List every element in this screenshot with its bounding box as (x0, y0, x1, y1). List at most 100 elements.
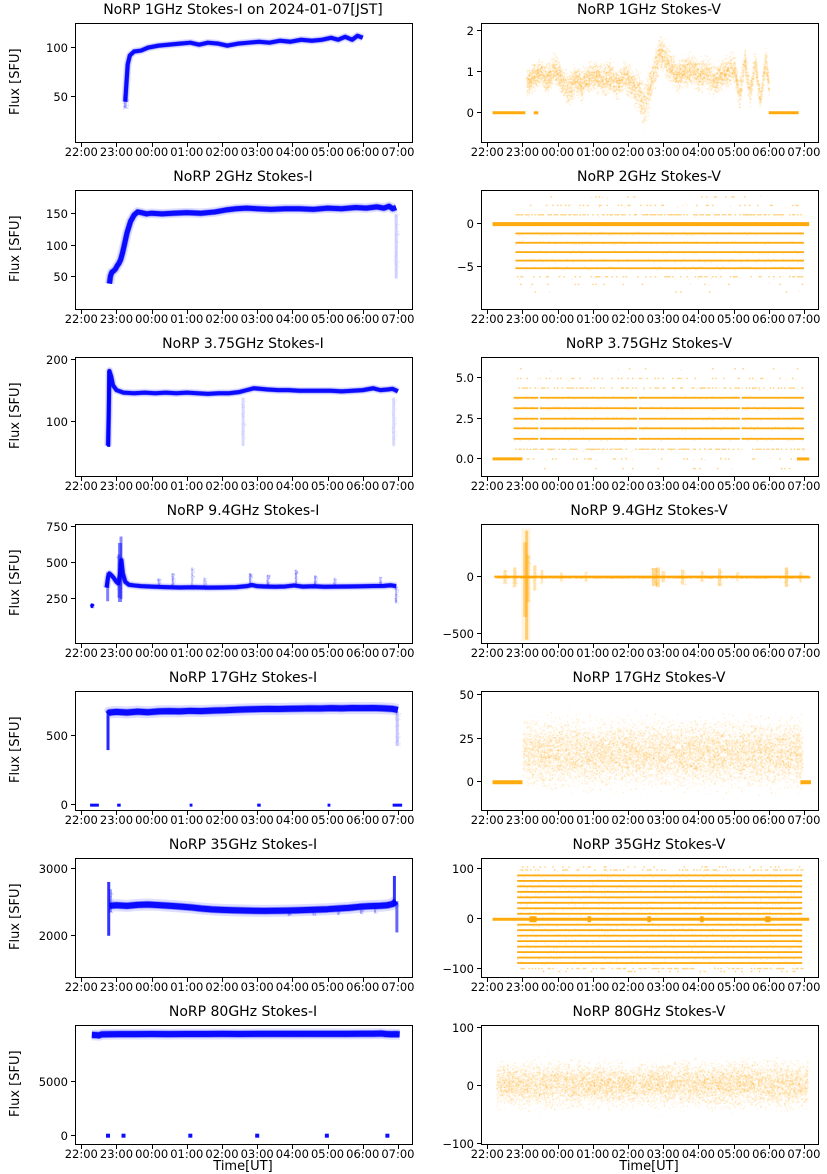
x-tick-label: 01:00 (576, 646, 610, 660)
x-tick-mark (327, 978, 329, 982)
x-tick-mark (557, 477, 559, 481)
chart-title: NoRP 17GHz Stokes-V (572, 670, 726, 686)
x-tick-mark (397, 978, 399, 982)
x-tick-mark (768, 310, 770, 314)
x-tick-mark (628, 143, 629, 147)
x-tick-mark (327, 477, 329, 481)
x-tick-label: 22:00 (64, 646, 98, 660)
x-tick-label: 07:00 (787, 813, 821, 827)
x-tick-mark (186, 978, 188, 982)
x-tick-label: 04:00 (681, 145, 715, 159)
chart-title: NoRP 9.4GHz Stokes-V (570, 503, 728, 519)
x-tick-mark (592, 143, 594, 147)
plot-area (75, 190, 413, 310)
y-tick-mark (477, 575, 481, 577)
y-tick-label: 1 (466, 64, 474, 79)
x-tick-mark (663, 1145, 665, 1149)
x-tick-label: 04:00 (275, 312, 309, 326)
x-tick-mark (803, 1145, 805, 1149)
x-tick-label: 22:00 (64, 479, 98, 493)
x-tick-mark (257, 477, 259, 481)
x-tick-mark (592, 811, 594, 815)
x-tick-label: 03:00 (646, 813, 680, 827)
x-tick-label: 03:00 (646, 980, 680, 994)
x-tick-label: 01:00 (576, 145, 610, 159)
chart-title: NoRP 3.75GHz Stokes-I (162, 336, 324, 352)
y-tick-mark (71, 359, 75, 361)
x-tick-label: 01:00 (576, 312, 610, 326)
x-tick-mark (803, 644, 805, 648)
x-tick-label: 02:00 (611, 145, 645, 159)
x-tick-mark (292, 1145, 294, 1149)
chart-title: NoRP 17GHz Stokes-I (168, 670, 318, 686)
x-tick-label: 03:00 (240, 980, 274, 994)
y-tick-label: −5 (457, 259, 474, 274)
x-tick-label: 07:00 (787, 646, 821, 660)
x-tick-label: 05:00 (716, 145, 751, 159)
y-tick-mark (477, 694, 481, 696)
x-tick-mark (81, 1145, 83, 1149)
x-tick-mark (733, 310, 735, 314)
y-tick-mark (477, 70, 481, 72)
x-tick-mark (222, 477, 223, 481)
y-tick-mark (477, 457, 481, 459)
x-tick-mark (186, 811, 188, 815)
x-tick-label: 05:00 (716, 646, 751, 660)
x-tick-label: 02:00 (205, 813, 239, 827)
chart-title: NoRP 3.75GHz Stokes-V (565, 336, 733, 352)
x-tick-label: 22:00 (470, 312, 504, 326)
x-tick-mark (186, 477, 188, 481)
x-tick-mark (362, 477, 364, 481)
x-tick-mark (222, 310, 223, 314)
y-tick-label: 50 (53, 89, 68, 104)
y-axis-label: Flux [SFU] (8, 883, 23, 951)
x-tick-mark (327, 310, 329, 314)
subplot-norp-35ghz-stokes-v: NoRP 35GHz Stokes-V −100 0 100 22:00 23:00 00… (413, 835, 827, 1002)
plot-area (75, 357, 413, 477)
x-tick-mark (768, 644, 770, 648)
x-tick-label: 06:00 (752, 813, 786, 827)
subplot-norp-17ghz-stokes-v: NoRP 17GHz Stokes-V 0 25 50 22:00 23:00 00:00… (413, 668, 827, 835)
y-tick-label: 0.0 (455, 451, 474, 466)
x-tick-label: 23:00 (505, 1147, 540, 1161)
x-tick-label: 01:00 (576, 980, 610, 994)
x-tick-mark (733, 143, 735, 147)
x-tick-label: 02:00 (611, 646, 645, 660)
x-tick-mark (733, 1145, 735, 1149)
x-tick-label: 22:00 (470, 980, 504, 994)
x-tick-label: 07:00 (381, 1147, 415, 1161)
x-tick-label: 03:00 (240, 646, 274, 660)
x-tick-mark (557, 310, 559, 314)
x-tick-mark (698, 143, 700, 147)
x-tick-mark (397, 1145, 399, 1149)
x-tick-mark (327, 811, 329, 815)
x-tick-label: 00:00 (541, 145, 575, 159)
x-tick-label: 00:00 (135, 813, 169, 827)
y-tick-label: 5.0 (455, 371, 474, 386)
x-tick-mark (628, 644, 629, 648)
x-tick-label: 01:00 (170, 479, 204, 493)
y-tick-mark (477, 1027, 481, 1029)
plot-area (481, 23, 819, 143)
x-tick-label: 23:00 (99, 145, 134, 159)
x-tick-label: 02:00 (611, 312, 645, 326)
plot-area (481, 691, 819, 811)
x-tick-label: 02:00 (611, 479, 645, 493)
x-tick-mark (698, 811, 700, 815)
plot-area (481, 357, 819, 477)
y-tick-label: 750 (46, 520, 68, 535)
y-axis-label: Flux [SFU] (8, 549, 23, 617)
y-tick-mark (477, 633, 481, 635)
x-axis-label: Time[UT] (213, 1159, 273, 1174)
x-tick-mark (257, 644, 259, 648)
x-tick-mark (222, 143, 223, 147)
x-tick-label: 04:00 (275, 813, 309, 827)
x-tick-mark (151, 310, 153, 314)
x-tick-label: 01:00 (170, 813, 204, 827)
x-tick-label: 02:00 (205, 646, 239, 660)
x-tick-label: 03:00 (240, 312, 274, 326)
x-tick-mark (151, 143, 153, 147)
y-tick-label: 100 (46, 415, 68, 430)
y-tick-mark (71, 804, 75, 806)
